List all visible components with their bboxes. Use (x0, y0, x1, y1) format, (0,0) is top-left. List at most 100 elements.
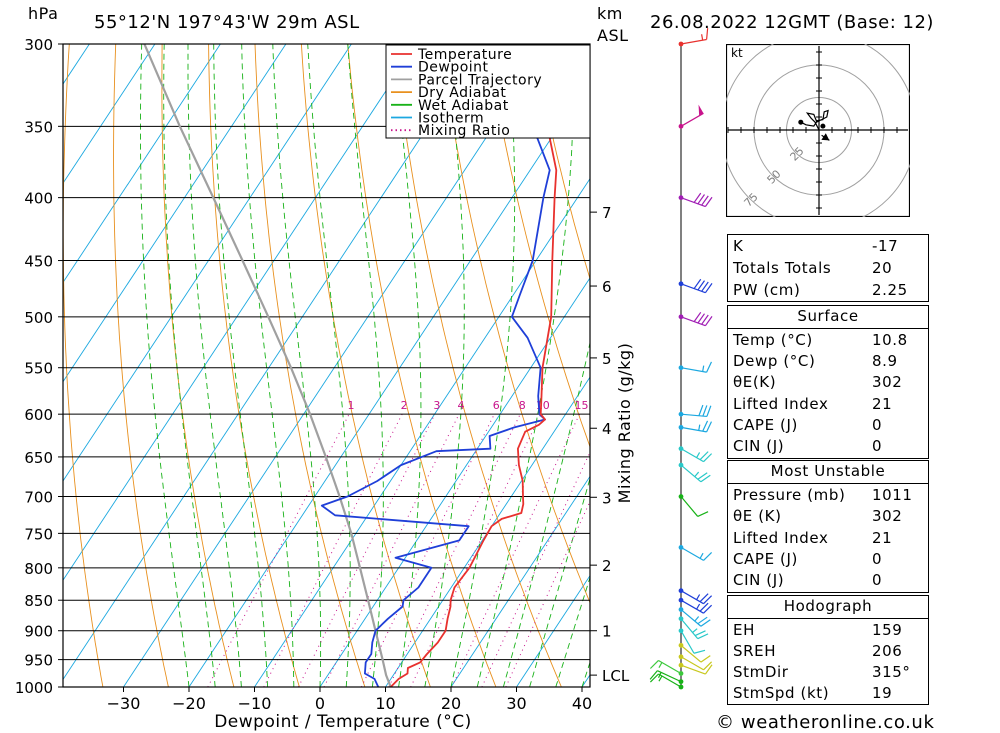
index-row: CIN (J) 0 (728, 569, 928, 590)
mixing-ratio-label: 4 (458, 399, 465, 412)
index-row: Dewp (°C) 8.9 (728, 350, 928, 371)
legend-entry: Mixing Ratio (418, 123, 510, 139)
mixing-ratio-label: 6 (493, 399, 500, 412)
isotherm-line (385, 376, 590, 687)
copyright-link[interactable]: © weatheronline.co.uk (716, 712, 935, 733)
mixing-ratio-label: 8 (519, 399, 526, 412)
wind-barb (678, 616, 709, 640)
height-tick-label: LCL (602, 667, 630, 685)
index-row: Lifted Index 21 (728, 527, 928, 548)
wind-barb (678, 494, 709, 517)
index-label: StmDir (733, 663, 789, 681)
mixing-ratio-label: 15 (574, 399, 588, 412)
index-value: 0 (872, 416, 883, 434)
storm-motion-arrowhead (821, 133, 830, 141)
pressure-tick-label: 1000 (15, 679, 53, 697)
height-tick-label: 2 (602, 557, 612, 575)
index-label: θE(K) (733, 373, 777, 391)
wet-adiabat-line (140, 44, 190, 687)
temperature-tick-label: 0 (315, 694, 325, 713)
index-row: EH 159 (728, 619, 928, 640)
index-value: 10.8 (872, 331, 908, 349)
wind-barb (678, 28, 709, 47)
pressure-tick-label: 600 (24, 406, 53, 424)
pressure-tick-label: 550 (24, 360, 53, 378)
wind-barb (649, 670, 684, 685)
dry-adiabat-line (719, 44, 726, 687)
temperature-tick-label: −30 (107, 694, 141, 713)
index-label: Pressure (mb) (733, 486, 846, 504)
legend-entry: Dry Adiabat (418, 85, 506, 101)
pressure-tick-label: 950 (24, 652, 53, 670)
temperature-tick-label: −10 (238, 694, 272, 713)
index-row: SREH 206 (728, 640, 928, 661)
legend-entry: Dewpoint (418, 60, 489, 76)
dry-adiabat-line (533, 44, 590, 281)
wind-barb (678, 361, 713, 373)
pressure-unit-label: hPa (28, 4, 59, 23)
skewt-chart: 1 2 3 4 6 8 10 15 20 25 3003504004505005506006507… (0, 28, 726, 732)
isotherm-line (516, 574, 590, 687)
mixing-ratio-line (388, 413, 521, 687)
plot-frame (62, 43, 591, 688)
wet-adiabat-line (307, 44, 351, 687)
legend-entry: Isotherm (418, 111, 484, 127)
index-label: K (733, 237, 744, 255)
wind-barb (678, 278, 713, 294)
index-row: StmSpd (kt) 19 (728, 682, 928, 703)
mixing-ratio-line (505, 500, 590, 687)
index-label: Temp (°C) (733, 331, 813, 349)
isotherm-line (713, 44, 726, 687)
index-row: K -17 (728, 235, 928, 256)
dry-adiabat-line (161, 44, 235, 687)
dry-adiabat-line (626, 44, 726, 687)
hodograph-unit: kt (731, 46, 743, 60)
isotherm-line (63, 44, 156, 185)
index-row: PW (cm) 2.25 (728, 279, 928, 300)
mixing-ratio-line (298, 413, 436, 687)
skewt-axes: 3003504004505005506006507007508008509009… (15, 36, 630, 713)
most-unstable-table: Most Unstable Pressure (mb) 1011 θE (K) 30… (727, 460, 929, 593)
index-label: Totals Totals (733, 259, 832, 277)
index-label: Dewp (°C) (733, 352, 816, 370)
pressure-tick-label: 300 (24, 36, 53, 54)
isotherm-line (254, 177, 590, 687)
dry-adiabat-line (63, 44, 104, 687)
index-label: CAPE (J) (733, 416, 798, 434)
pressure-tick-label: 900 (24, 623, 53, 641)
index-value: 315° (872, 663, 911, 681)
legend-box (385, 44, 591, 139)
index-label: CAPE (J) (733, 550, 798, 568)
index-label: CIN (J) (733, 437, 785, 455)
isotherm-line (0, 44, 24, 687)
height-tick-label: 3 (602, 489, 612, 507)
pressure-tick-label: 500 (24, 309, 53, 327)
isotherm-line (63, 44, 352, 482)
index-value: 302 (872, 507, 903, 525)
wind-barb (678, 420, 713, 433)
wind-barb (649, 659, 684, 676)
temperature-tick-label: −20 (172, 694, 206, 713)
wind-profile (649, 28, 713, 690)
index-label: SREH (733, 642, 777, 660)
index-value: 1011 (872, 486, 913, 504)
stability-indices-table: K -17 Totals Totals 20 PW (cm) 2.25 (727, 234, 929, 302)
index-row: CAPE (J) 0 (728, 414, 928, 435)
wind-barb (678, 642, 711, 663)
index-value: 2.25 (872, 281, 908, 299)
height-tick-label: 4 (602, 420, 612, 438)
isotherm-line (63, 44, 483, 681)
wet-adiabat-line (529, 476, 590, 687)
temperature-tick-label: 20 (441, 694, 461, 713)
index-value: 0 (872, 571, 883, 589)
pressure-tick-label: 800 (24, 560, 53, 578)
wet-adiabat-line (241, 44, 295, 687)
height-tick-label: 5 (602, 350, 612, 368)
hodograph-table: Hodograph EH 159 SREH 206 StmDir 315° StmSp… (727, 595, 929, 705)
wind-barb (678, 654, 713, 671)
dry-adiabat-line (254, 44, 366, 687)
x-axis-label: Dewpoint / Temperature (°C) (214, 712, 472, 732)
mixing-ratio-label: 3 (433, 399, 440, 412)
index-row: CIN (J) 0 (728, 435, 928, 456)
hodograph-heading: Hodograph (783, 597, 873, 615)
